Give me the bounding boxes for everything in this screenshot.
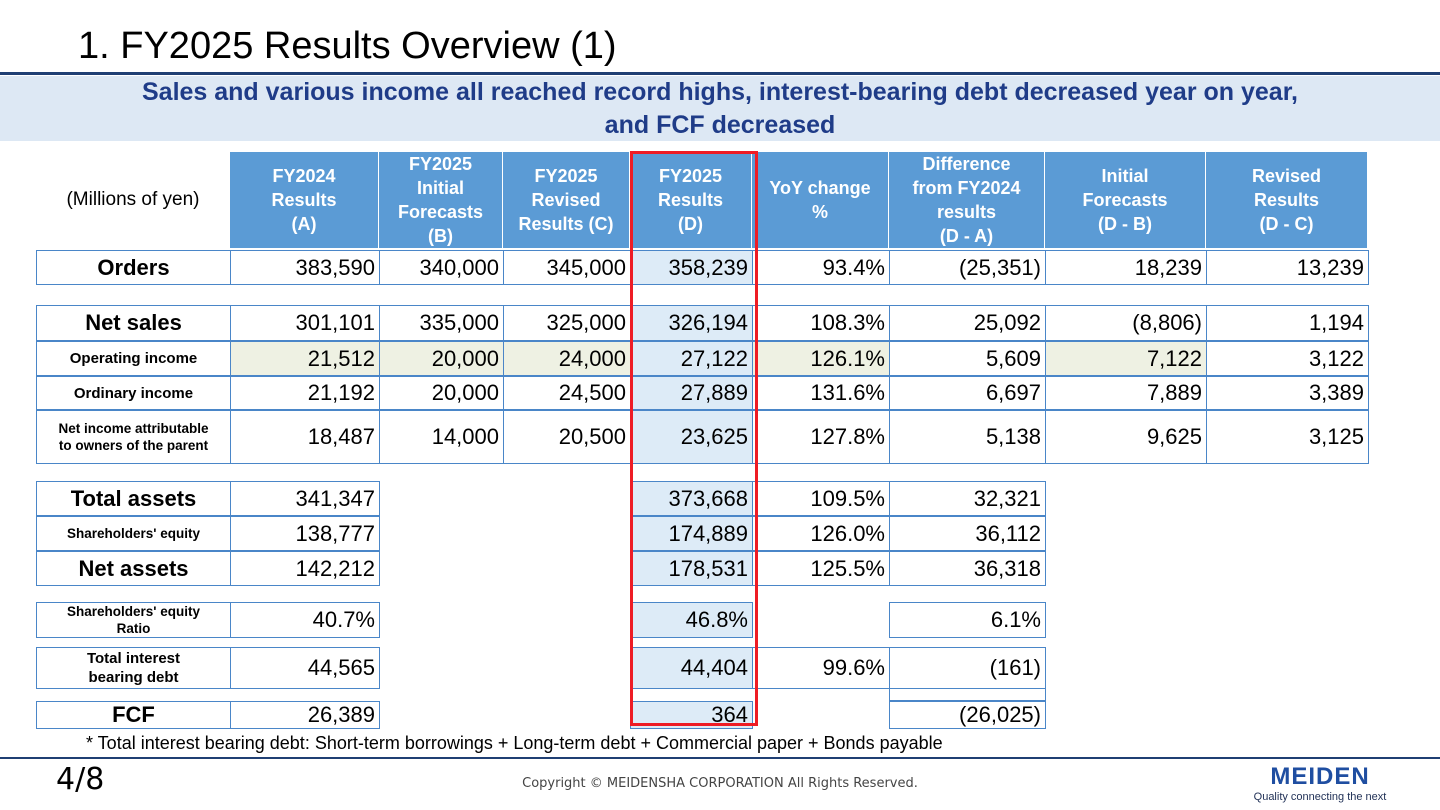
table-cell: 178,531 bbox=[630, 551, 753, 586]
table-cell: 7,889 bbox=[1045, 376, 1207, 410]
column-header-7: Initial Forecasts (D - B) bbox=[1045, 152, 1206, 248]
table-cell: 36,112 bbox=[889, 516, 1046, 551]
table-cell: 13,239 bbox=[1206, 250, 1369, 285]
row-label: Orders bbox=[36, 250, 231, 285]
table-cell: (26,025) bbox=[889, 701, 1046, 729]
table-cell: 131.6% bbox=[752, 376, 890, 410]
table-cell: 3,122 bbox=[1206, 341, 1369, 376]
table-cell: 21,512 bbox=[230, 341, 380, 376]
table-cell: 44,404 bbox=[630, 647, 753, 689]
table-cell: 126.0% bbox=[752, 516, 890, 551]
unit-label: (Millions of yen) bbox=[66, 189, 200, 210]
table-cell: 127.8% bbox=[752, 410, 890, 464]
table-cell: 1,194 bbox=[1206, 305, 1369, 341]
table-cell: 108.3% bbox=[752, 305, 890, 341]
table-cell: 142,212 bbox=[230, 551, 380, 586]
table-cell: 6.1% bbox=[889, 602, 1046, 638]
table-cell: 32,321 bbox=[889, 481, 1046, 516]
table-cell: 3,389 bbox=[1206, 376, 1369, 410]
title-divider bbox=[0, 72, 1440, 75]
table-cell: 138,777 bbox=[230, 516, 380, 551]
table-cell: 109.5% bbox=[752, 481, 890, 516]
logo-name: MEIDEN bbox=[1270, 763, 1370, 790]
table-cell: 20,500 bbox=[503, 410, 631, 464]
table-cell: 99.6% bbox=[752, 647, 890, 689]
table-cell: 345,000 bbox=[503, 250, 631, 285]
row-label: Net sales bbox=[36, 305, 231, 341]
logo-tagline: Quality connecting the next bbox=[1253, 791, 1387, 803]
table-cell: 40.7% bbox=[230, 602, 380, 638]
table-cell: 341,347 bbox=[230, 481, 380, 516]
row-label: Total assets bbox=[36, 481, 231, 516]
row-label: Operating income bbox=[36, 341, 231, 376]
row-label: Shareholders' equity Ratio bbox=[36, 602, 231, 638]
column-header-3: FY2025 Revised Results (C) bbox=[503, 152, 630, 248]
table-cell: 23,625 bbox=[630, 410, 753, 464]
row-label: Ordinary income bbox=[36, 376, 231, 410]
table-cell: 174,889 bbox=[630, 516, 753, 551]
copyright-text: Copyright © MEIDENSHA CORPORATION All Ri… bbox=[522, 776, 918, 791]
table-cell: (8,806) bbox=[1045, 305, 1207, 341]
footer-divider bbox=[0, 757, 1440, 759]
page-number: 4/8 bbox=[56, 762, 105, 797]
table-cell: 6,697 bbox=[889, 376, 1046, 410]
table-cell: 125.5% bbox=[752, 551, 890, 586]
table-cell: 14,000 bbox=[379, 410, 504, 464]
table-cell: 27,889 bbox=[630, 376, 753, 410]
column-header-4: FY2025 Results (D) bbox=[630, 152, 752, 248]
table-cell: 18,239 bbox=[1045, 250, 1207, 285]
table-cell: 21,192 bbox=[230, 376, 380, 410]
page-title: 1. FY2025 Results Overview (1) bbox=[78, 25, 617, 67]
table-cell: (161) bbox=[889, 647, 1046, 689]
table-cell: 3,125 bbox=[1206, 410, 1369, 464]
meiden-logo: MEIDEN Quality connecting the next bbox=[1250, 763, 1390, 804]
table-cell: 25,092 bbox=[889, 305, 1046, 341]
table-cell: 20,000 bbox=[379, 341, 504, 376]
table-cell: 5,138 bbox=[889, 410, 1046, 464]
table-cell: 326,194 bbox=[630, 305, 753, 341]
table-cell: 325,000 bbox=[503, 305, 631, 341]
summary-line-1: Sales and various income all reached rec… bbox=[141, 78, 1298, 106]
table-cell: 36,318 bbox=[889, 551, 1046, 586]
row-label: Net assets bbox=[36, 551, 231, 586]
table-cell: 7,122 bbox=[1045, 341, 1207, 376]
table-cell: 301,101 bbox=[230, 305, 380, 341]
table-cell: 46.8% bbox=[630, 602, 753, 638]
column-header-5: YoY change% bbox=[752, 152, 889, 248]
row-label: Shareholders' equity bbox=[36, 516, 231, 551]
table-cell: 358,239 bbox=[630, 250, 753, 285]
row-label: Total interest bearing debt bbox=[36, 647, 231, 689]
column-header-6: Difference from FY2024 results (D - A) bbox=[889, 152, 1045, 248]
table-cell: 24,500 bbox=[503, 376, 631, 410]
table-cell: 126.1% bbox=[752, 341, 890, 376]
table-cell: 364 bbox=[630, 701, 753, 729]
footnote: * Total interest bearing debt: Short-ter… bbox=[86, 733, 943, 753]
table-cell: 373,668 bbox=[630, 481, 753, 516]
table-cell: 5,609 bbox=[889, 341, 1046, 376]
column-header-8: Revised Results (D - C) bbox=[1206, 152, 1368, 248]
table-cell: 20,000 bbox=[379, 376, 504, 410]
column-header-1: FY2024 Results (A) bbox=[230, 152, 379, 248]
table-cell: 383,590 bbox=[230, 250, 380, 285]
table-cell: 44,565 bbox=[230, 647, 380, 689]
column-header-2: FY2025 Initial Forecasts (B) bbox=[379, 152, 503, 248]
table-cell: (25,351) bbox=[889, 250, 1046, 285]
table-cell: 93.4% bbox=[752, 250, 890, 285]
row-label: FCF bbox=[36, 701, 231, 729]
summary-line-2: and FCF decreased bbox=[604, 111, 836, 139]
table-cell: 24,000 bbox=[503, 341, 631, 376]
table-cell: 9,625 bbox=[1045, 410, 1207, 464]
table-cell: 335,000 bbox=[379, 305, 504, 341]
table-cell: 27,122 bbox=[630, 341, 753, 376]
row-label: Net income attributable to owners of the … bbox=[36, 410, 231, 464]
table-cell: 18,487 bbox=[230, 410, 380, 464]
table-cell: 340,000 bbox=[379, 250, 504, 285]
spacer-cell bbox=[889, 688, 1046, 701]
table-cell: 26,389 bbox=[230, 701, 380, 729]
summary-banner: Sales and various income all reached rec… bbox=[0, 76, 1440, 141]
